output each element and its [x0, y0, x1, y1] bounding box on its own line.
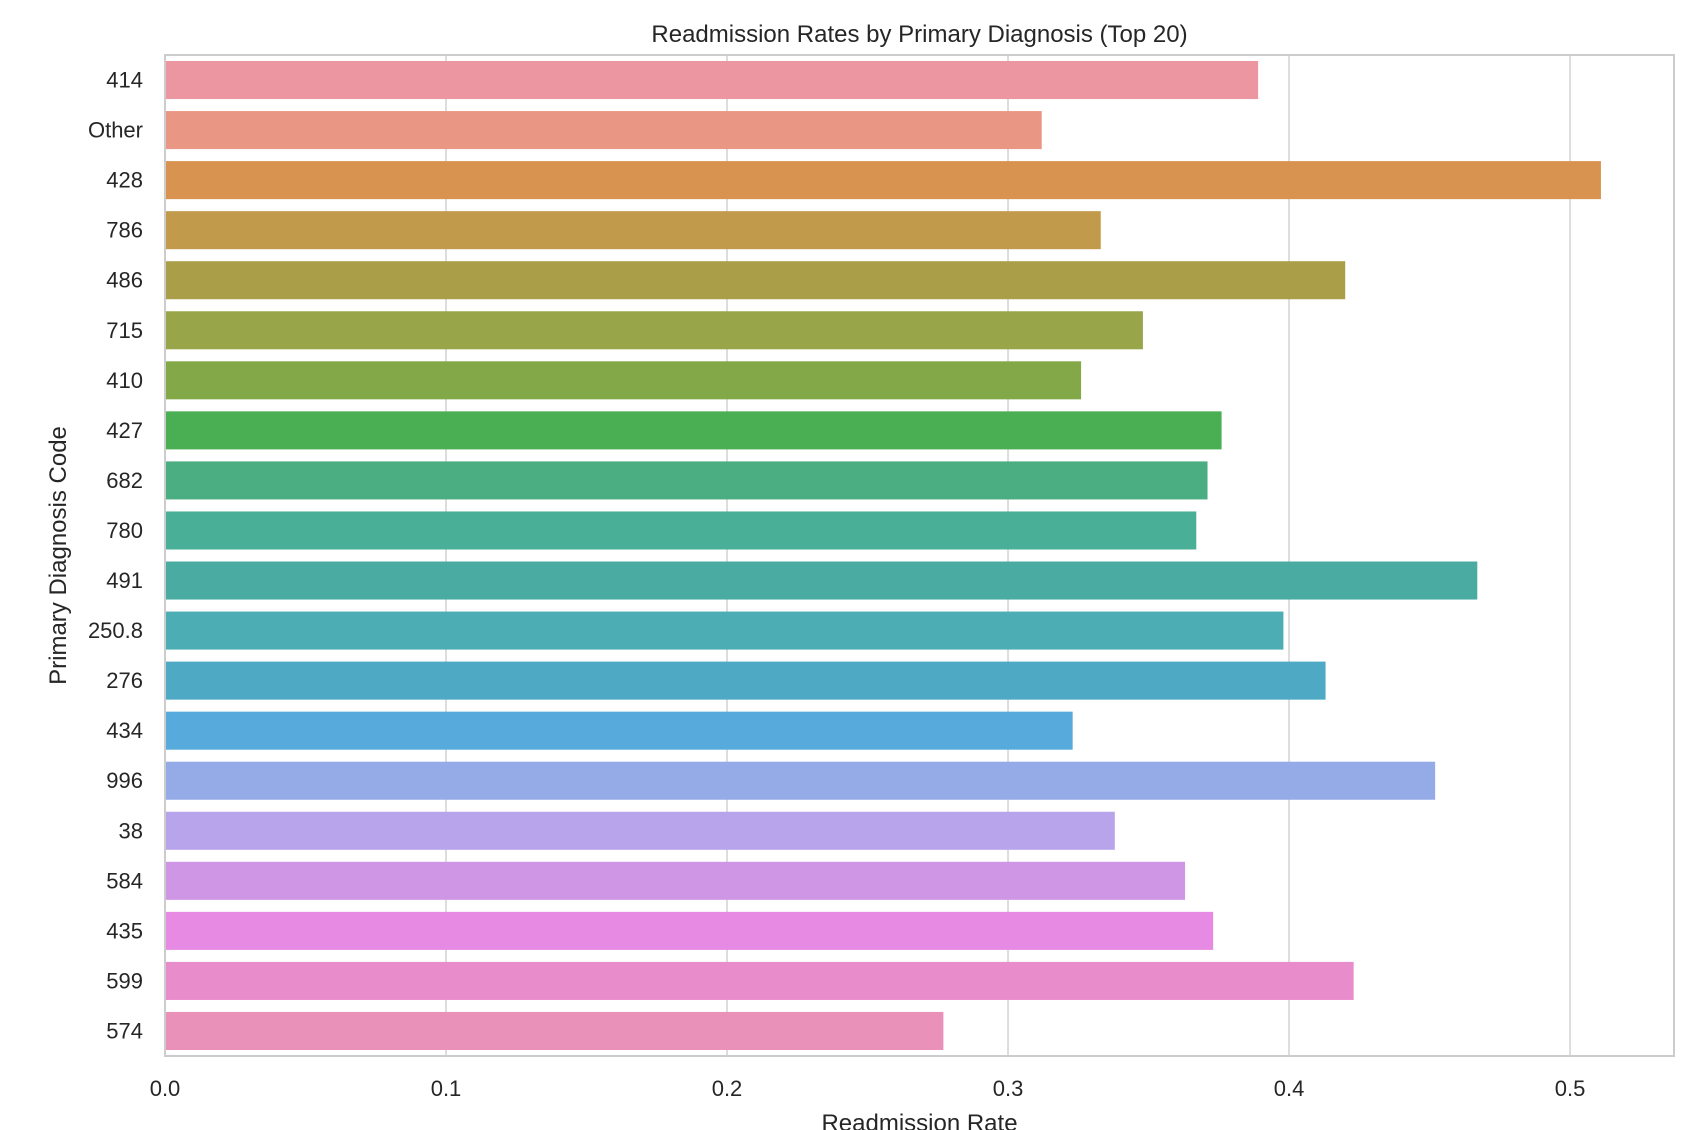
y-tick-label-996: 996 [106, 768, 143, 793]
bar-599 [165, 961, 1354, 1000]
y-tick-label-427: 427 [106, 418, 143, 443]
bar-491 [165, 561, 1478, 600]
y-tick-label-715: 715 [106, 318, 143, 343]
x-axis-label: Readmission Rate [821, 1110, 1017, 1130]
y-tick-label-428: 428 [106, 168, 143, 193]
x-tick-label-2: 0.2 [712, 1076, 743, 1101]
y-tick-labels: 414 Other 428 786 486 715 410 427 682 780 491 250.8… [88, 68, 143, 1044]
bar-715 [165, 311, 1143, 350]
chart-title: Readmission Rates by Primary Diagnosis (… [651, 21, 1187, 48]
bar-786 [165, 211, 1101, 250]
x-tick-label-5: 0.5 [1555, 1076, 1586, 1101]
y-tick-label-435: 435 [106, 918, 143, 943]
bar-682 [165, 461, 1208, 500]
y-tick-label-584: 584 [106, 868, 143, 893]
bar-428 [165, 161, 1601, 200]
bar-574 [165, 1011, 944, 1050]
bar-410 [165, 361, 1082, 400]
bars [165, 61, 1601, 1050]
bar-38 [165, 811, 1115, 850]
x-tick-label-1: 0.1 [431, 1076, 462, 1101]
y-tick-label-38: 38 [119, 818, 143, 843]
y-tick-label-250.8: 250.8 [88, 618, 143, 643]
x-tick-label-4: 0.4 [1274, 1076, 1305, 1101]
bar-414 [165, 61, 1259, 100]
bar-250.8 [165, 611, 1284, 650]
x-tick-labels: 0.0 0.1 0.2 0.3 0.4 0.5 [150, 1076, 1586, 1101]
gridlines [164, 55, 1572, 1056]
bar-780 [165, 511, 1197, 550]
y-tick-label-414: 414 [106, 68, 143, 93]
y-tick-label-276: 276 [106, 668, 143, 693]
bar-486 [165, 261, 1346, 300]
y-tick-label-574: 574 [106, 1018, 143, 1043]
y-tick-label-599: 599 [106, 968, 143, 993]
bar-276 [165, 661, 1326, 700]
bar-435 [165, 911, 1214, 950]
y-tick-label-Other: Other [88, 118, 143, 143]
y-tick-label-434: 434 [106, 718, 143, 743]
y-tick-label-486: 486 [106, 268, 143, 293]
bar-584 [165, 861, 1186, 900]
x-tick-label-3: 0.3 [993, 1076, 1024, 1101]
bar-434 [165, 711, 1073, 750]
y-tick-label-410: 410 [106, 368, 143, 393]
bar-996 [165, 761, 1436, 800]
y-tick-label-780: 780 [106, 518, 143, 543]
bar-427 [165, 411, 1222, 450]
plot-frame [164, 54, 1675, 1057]
x-tick-label-0: 0.0 [150, 1076, 181, 1101]
y-tick-label-682: 682 [106, 468, 143, 493]
y-axis-label: Primary Diagnosis Code [45, 426, 72, 685]
y-tick-label-491: 491 [106, 568, 143, 593]
bar-Other [165, 111, 1042, 150]
y-tick-label-786: 786 [106, 218, 143, 243]
